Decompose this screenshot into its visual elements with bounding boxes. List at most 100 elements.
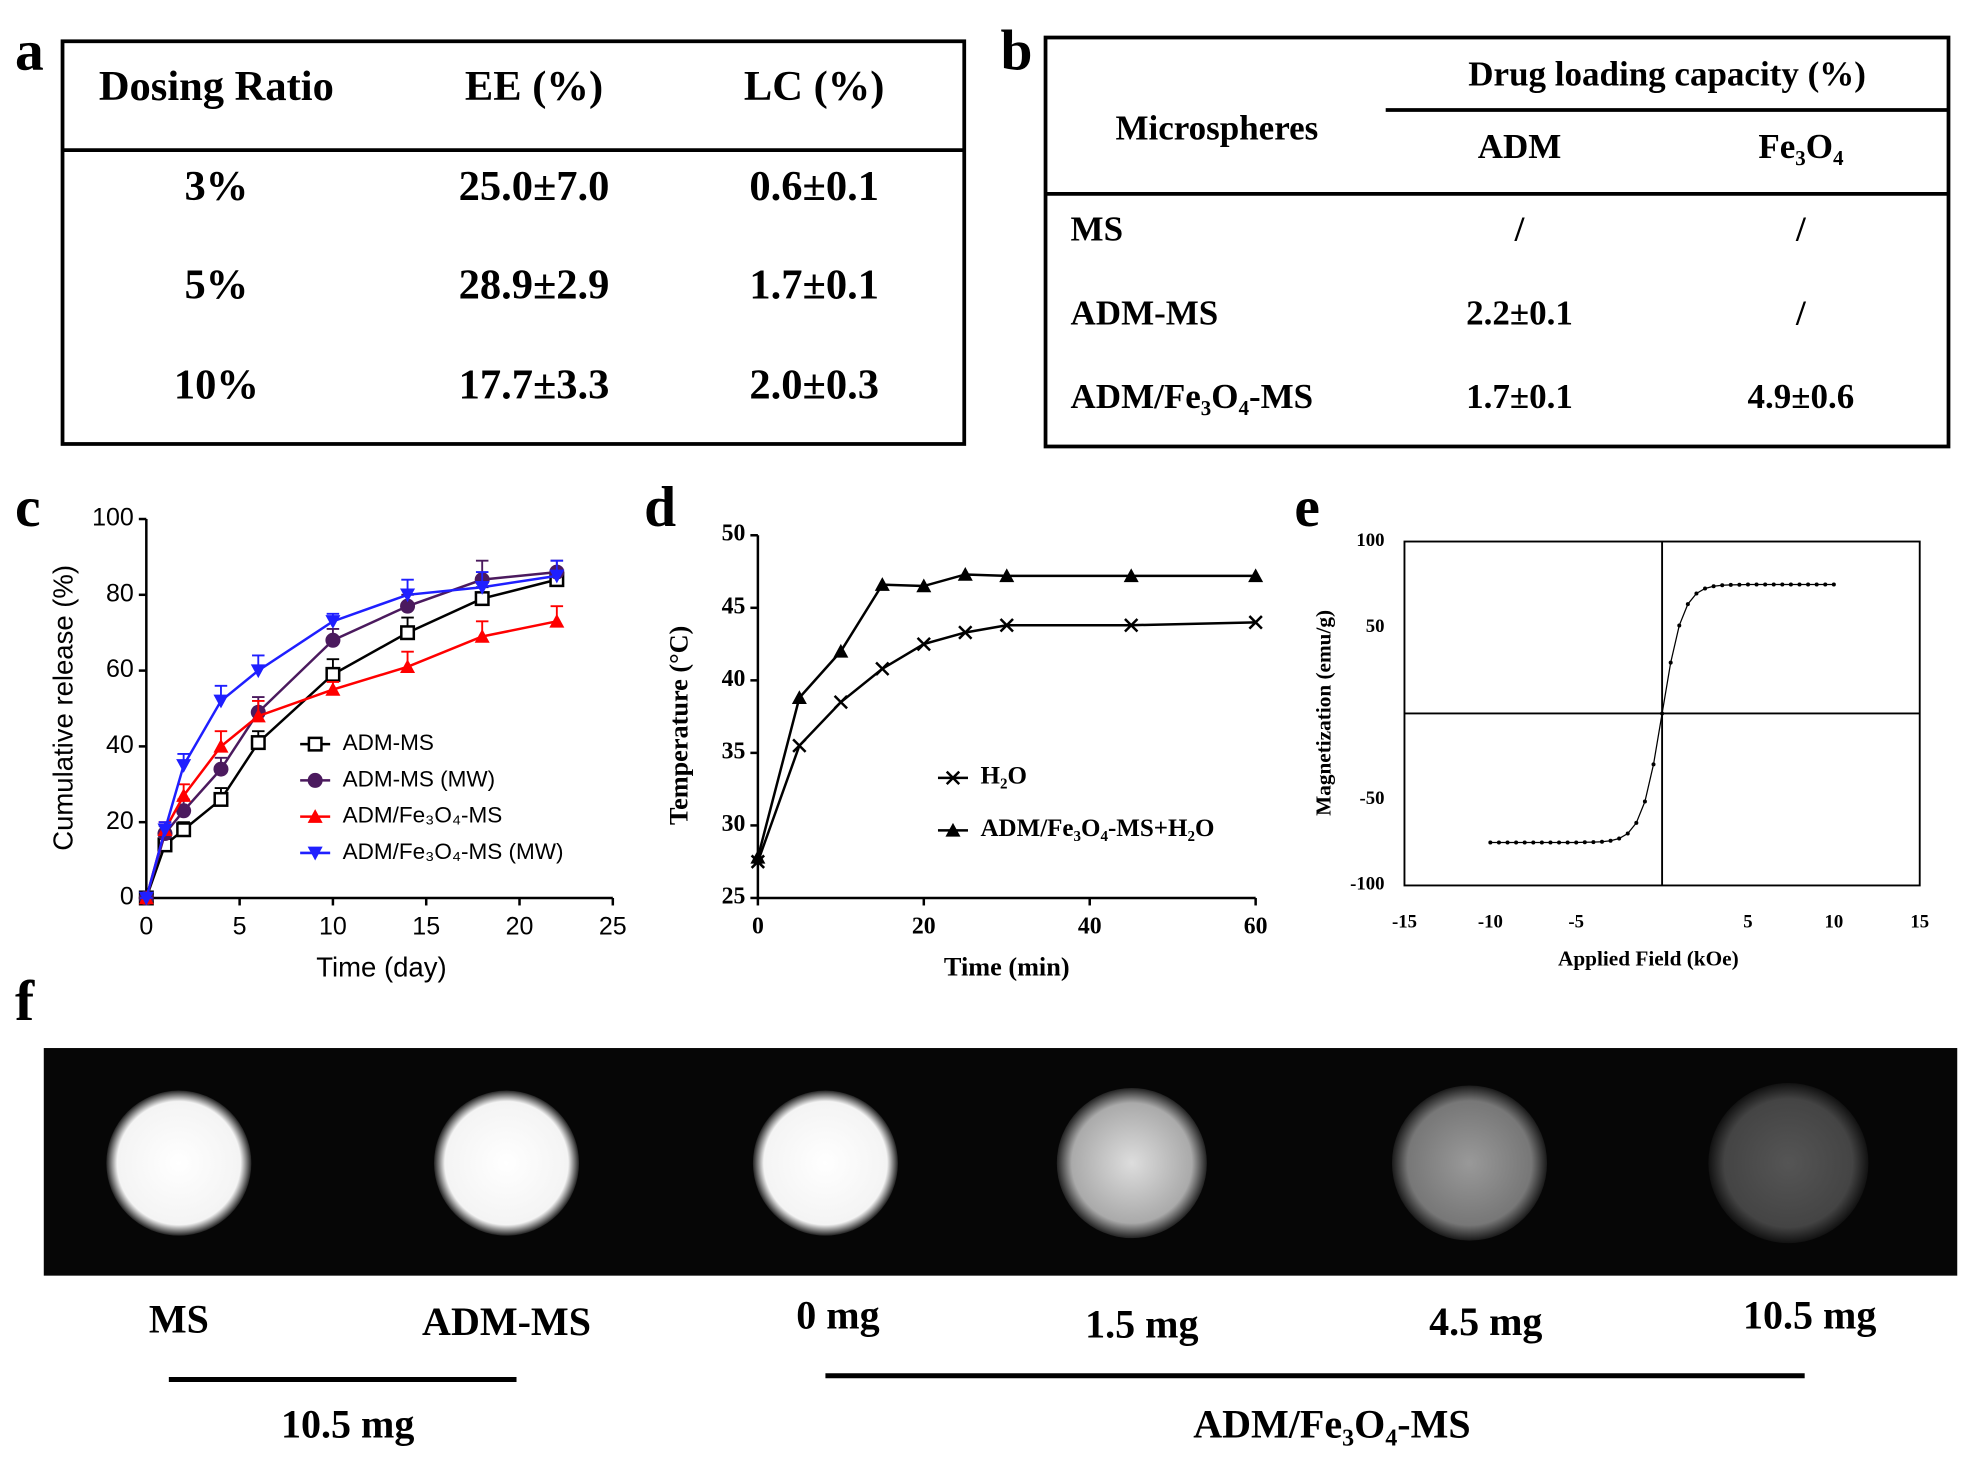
y-tick-label: 45: [722, 593, 746, 619]
data-point: [1608, 838, 1613, 843]
x-axis-label: Applied Field (kOe): [1558, 946, 1739, 970]
data-point: [1703, 586, 1708, 591]
y-tick-label: 35: [722, 738, 746, 764]
data-point: [250, 735, 266, 751]
data-point: [325, 666, 341, 682]
table-cell: MS: [1071, 210, 1123, 249]
y-axis-label: Temperature (°C): [665, 626, 694, 825]
data-point: [874, 577, 890, 591]
data-point: [1668, 660, 1673, 665]
data-point: [791, 690, 807, 705]
data-point: [138, 891, 154, 906]
table-header: Dosing Ratio: [99, 63, 334, 110]
data-point: [325, 615, 341, 629]
x-tick-label: -10: [1478, 911, 1503, 932]
data-point: [176, 822, 192, 838]
x-axis-label: Time (min): [944, 952, 1070, 981]
table-cell: 0.6±0.1: [749, 163, 879, 210]
data-point: [1557, 840, 1562, 845]
y-tick-label: 25: [722, 883, 746, 909]
data-point: [1745, 582, 1750, 587]
x-tick-label: 20: [506, 913, 534, 941]
table-header: EE (%): [465, 63, 603, 110]
data-point: [1685, 602, 1690, 607]
data-point: [1806, 582, 1811, 587]
x-axis-label: Time (day): [316, 952, 446, 983]
table-a-frame: [60, 39, 967, 446]
table-header: Drug loading capacity (%): [1468, 55, 1866, 94]
data-point: [176, 759, 192, 773]
data-point: [1522, 840, 1527, 845]
data-point: [1763, 582, 1768, 587]
table-cell: /: [1514, 210, 1526, 249]
y-tick-label: 50: [722, 521, 746, 547]
phantom: [1056, 1088, 1207, 1239]
data-point: [1248, 615, 1263, 630]
data-point: [916, 578, 932, 593]
data-point: [213, 694, 229, 709]
legend-label: ADM-MS: [343, 730, 434, 755]
data-point: [1591, 840, 1596, 845]
data-point: [957, 566, 973, 581]
x-tick-label: 60: [1244, 913, 1268, 939]
data-point: [1582, 840, 1587, 845]
data-point: [1565, 840, 1570, 845]
table-cell: 3%: [184, 163, 248, 210]
table-cell: /: [1795, 293, 1807, 332]
data-point: [325, 632, 341, 648]
data-point: [1574, 840, 1579, 845]
data-point: [1548, 840, 1553, 845]
data-point: [474, 628, 490, 643]
phantom: [1708, 1083, 1869, 1244]
sample-label: 4.5 mg: [1429, 1299, 1542, 1344]
data-point: [213, 791, 229, 807]
data-point: [1124, 618, 1139, 633]
data-point: [1780, 582, 1785, 587]
panel-label: c: [15, 476, 41, 539]
y-axis-label: Magnetization (emu/g): [1312, 610, 1336, 816]
legend-marker: [945, 822, 961, 837]
table-header: Fe₃O₄: [1758, 127, 1844, 166]
table-cell: ADM/Fe₃O₄-MS: [1071, 377, 1314, 416]
table-cell: 4.9±0.6: [1748, 377, 1855, 416]
x-tick-label: 10: [319, 913, 347, 941]
legend-label: ADM/Fe₃O₄-MS: [343, 803, 503, 828]
data-point: [1771, 582, 1776, 587]
phantom: [106, 1090, 252, 1236]
table-cell: 2.0±0.3: [749, 362, 879, 409]
y-tick-label: -100: [1350, 874, 1384, 895]
data-point: [1737, 582, 1742, 587]
mri-image: [43, 1048, 1958, 1276]
sample-label: 10.5 mg: [1743, 1293, 1876, 1338]
x-tick-label: 5: [1743, 911, 1752, 932]
sample-label: MS: [149, 1296, 209, 1341]
legend-marker: [945, 770, 961, 786]
data-point: [1496, 840, 1501, 845]
y-tick-label: 0: [120, 883, 134, 911]
y-tick-label: 30: [722, 811, 746, 837]
phantom: [1391, 1085, 1548, 1241]
data-point: [1599, 839, 1604, 844]
sample-label: 0 mg: [796, 1293, 879, 1338]
legend-label: ADM/Fe₃O₄-MS (MW): [343, 839, 564, 864]
data-point: [250, 664, 266, 679]
data-point: [400, 625, 416, 641]
sample-label: 1.5 mg: [1085, 1301, 1198, 1346]
table-cell: 5%: [184, 262, 248, 309]
data-point: [1248, 568, 1264, 583]
x-tick-label: 10: [1824, 911, 1843, 932]
data-point: [400, 588, 416, 603]
table-cell: 28.9±2.9: [459, 262, 610, 309]
data-point: [325, 682, 341, 696]
table-cell: 25.0±7.0: [459, 163, 610, 210]
data-point: [1634, 820, 1639, 825]
data-point: [1514, 840, 1519, 845]
legend-label: H₂O: [981, 763, 1027, 790]
table-b-frame: [1043, 35, 1951, 449]
group-label: 10.5 mg: [281, 1401, 414, 1446]
y-tick-label: 50: [1366, 616, 1385, 637]
legend-marker: [307, 846, 323, 861]
data-point: [1814, 582, 1819, 587]
